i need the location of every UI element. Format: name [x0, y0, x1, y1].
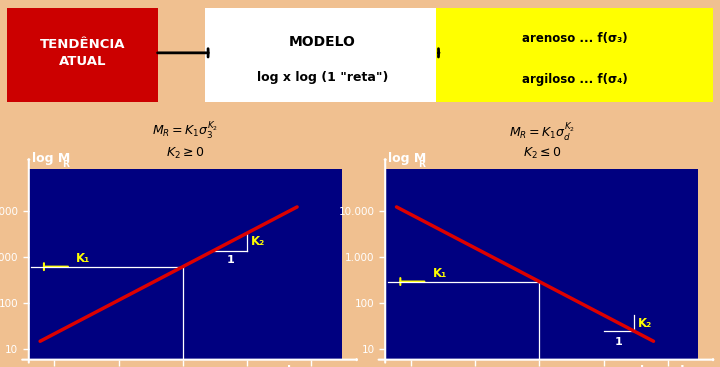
Text: log σd: log σd	[639, 366, 684, 367]
FancyBboxPatch shape	[436, 8, 713, 102]
Text: TENDÊNCIA
ATUAL: TENDÊNCIA ATUAL	[40, 38, 125, 68]
Text: log M: log M	[389, 152, 427, 166]
Text: 1: 1	[615, 337, 623, 347]
Text: $M_R = K_1\sigma_3^{K_2}$: $M_R = K_1\sigma_3^{K_2}$	[153, 121, 218, 142]
FancyBboxPatch shape	[205, 8, 439, 102]
Text: log M: log M	[32, 152, 71, 166]
Text: R: R	[62, 160, 68, 169]
Text: K₁: K₁	[433, 267, 447, 280]
Text: 1: 1	[226, 255, 234, 265]
Text: arenoso ... f(σ₃): arenoso ... f(σ₃)	[522, 32, 627, 45]
Text: $K_2 \geq 0$: $K_2 \geq 0$	[166, 146, 204, 161]
Text: K₁: K₁	[76, 252, 91, 265]
Text: K₂: K₂	[638, 317, 652, 330]
Text: argiloso ... f(σ₄): argiloso ... f(σ₄)	[522, 73, 627, 86]
Text: $M_R = K_1\sigma_d^{K_2}$: $M_R = K_1\sigma_d^{K_2}$	[509, 121, 575, 143]
Text: K₂: K₂	[251, 235, 265, 248]
FancyBboxPatch shape	[7, 8, 158, 102]
Text: MODELO: MODELO	[289, 35, 356, 49]
Text: log x log (1 "reta"): log x log (1 "reta")	[257, 70, 388, 84]
Text: $K_2 \leq 0$: $K_2 \leq 0$	[523, 146, 561, 161]
Text: log σ₃: log σ₃	[287, 366, 328, 367]
Text: R: R	[418, 160, 425, 169]
